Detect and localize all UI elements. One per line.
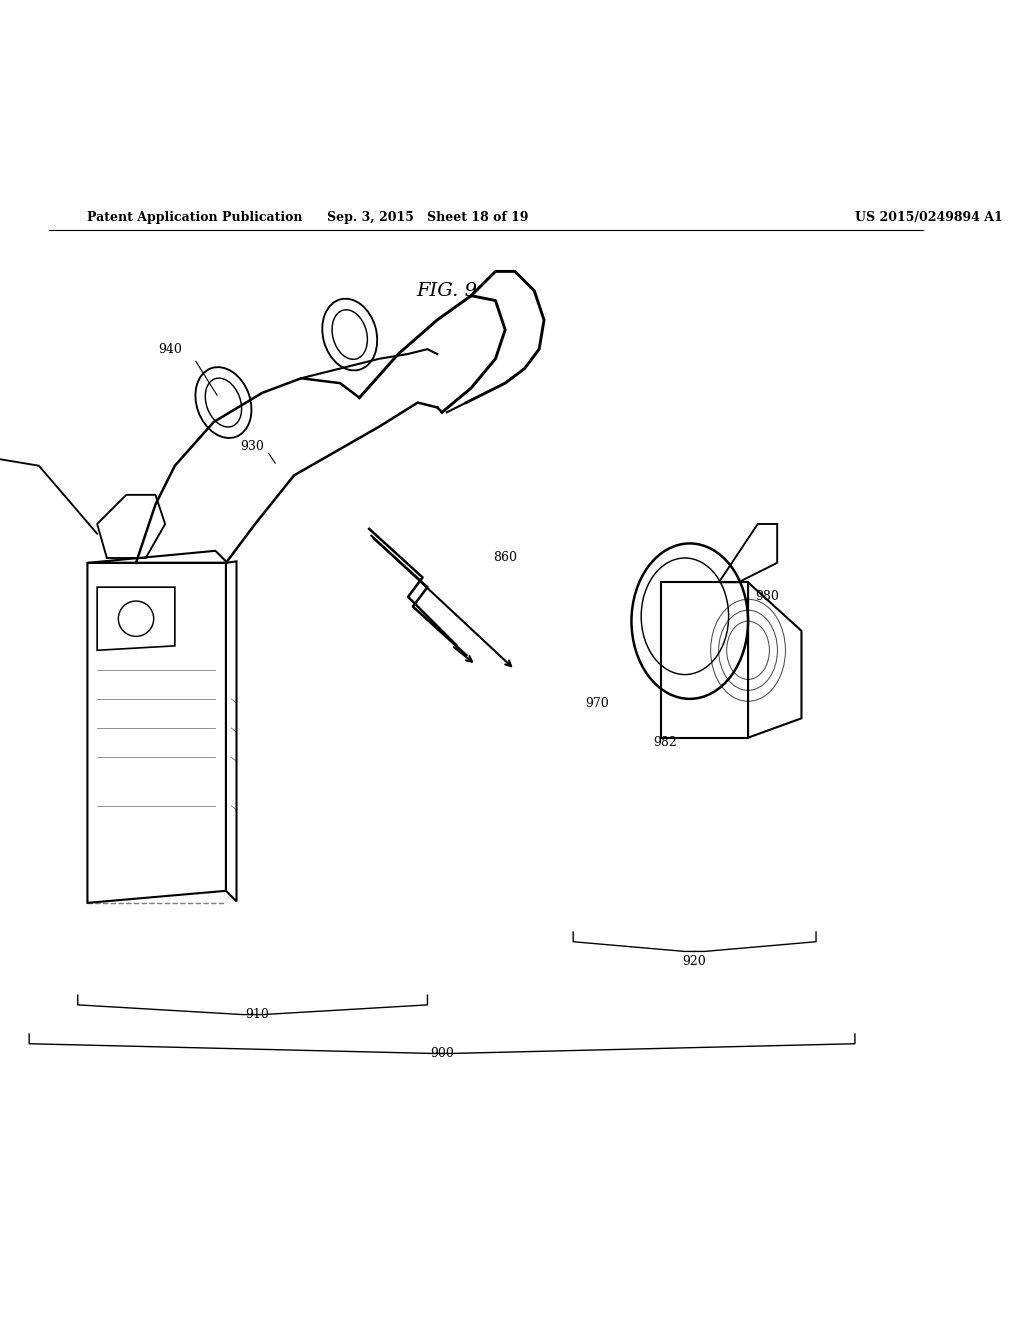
Text: 980: 980 — [756, 590, 779, 603]
Text: 860: 860 — [494, 552, 517, 565]
Text: 970: 970 — [586, 697, 609, 710]
Text: 900: 900 — [430, 1047, 454, 1060]
Text: 940: 940 — [158, 343, 182, 355]
Text: 910: 910 — [246, 1008, 269, 1022]
Text: 982: 982 — [653, 737, 677, 748]
Text: 930: 930 — [241, 440, 264, 453]
Text: Sep. 3, 2015   Sheet 18 of 19: Sep. 3, 2015 Sheet 18 of 19 — [327, 210, 528, 223]
Text: Patent Application Publication: Patent Application Publication — [87, 210, 303, 223]
Text: FIG. 9: FIG. 9 — [417, 282, 477, 300]
Text: 920: 920 — [683, 954, 707, 968]
Text: US 2015/0249894 A1: US 2015/0249894 A1 — [855, 210, 1002, 223]
